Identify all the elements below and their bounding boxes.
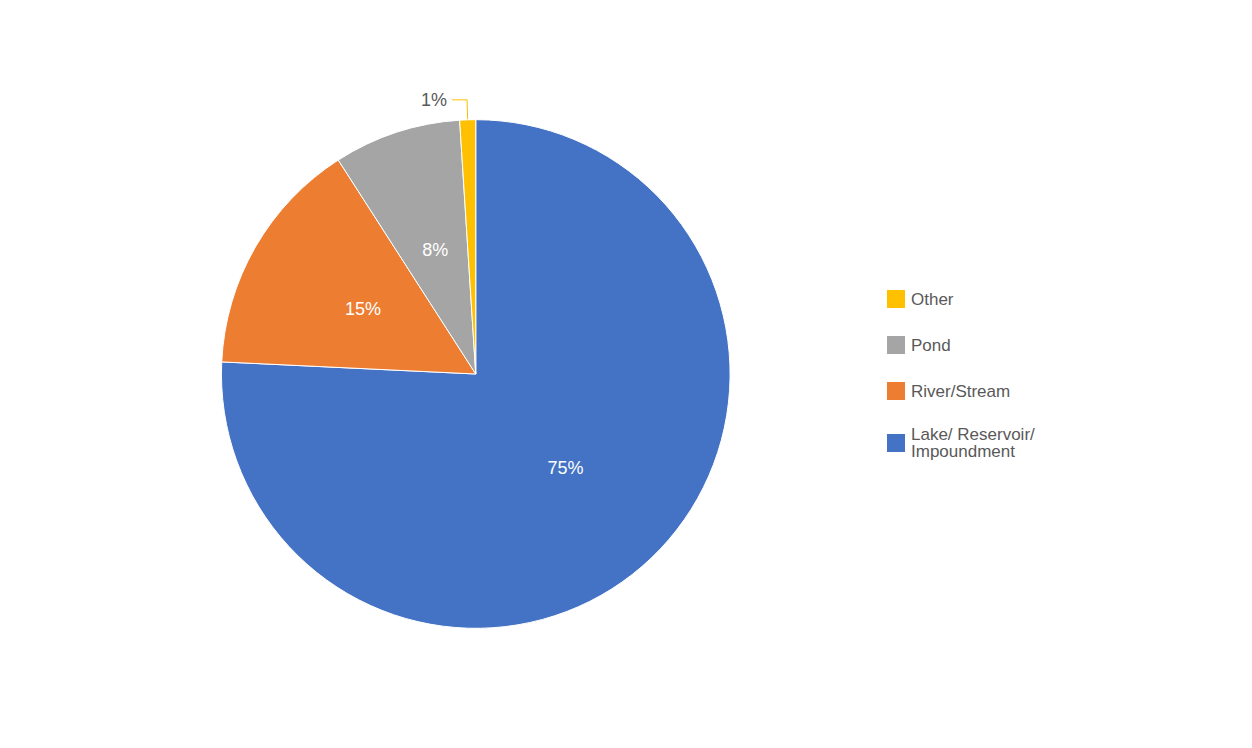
svg-text:Other: Other xyxy=(911,290,954,309)
svg-text:75%: 75% xyxy=(548,458,584,478)
svg-text:Pond: Pond xyxy=(911,336,951,355)
svg-text:1%: 1% xyxy=(421,90,447,110)
svg-text:8%: 8% xyxy=(422,240,448,260)
svg-text:15%: 15% xyxy=(345,299,381,319)
svg-text:Impoundment: Impoundment xyxy=(911,442,1015,461)
svg-text:River/Stream: River/Stream xyxy=(911,382,1010,401)
svg-text:Lake/ Reservoir/: Lake/ Reservoir/ xyxy=(911,425,1035,444)
